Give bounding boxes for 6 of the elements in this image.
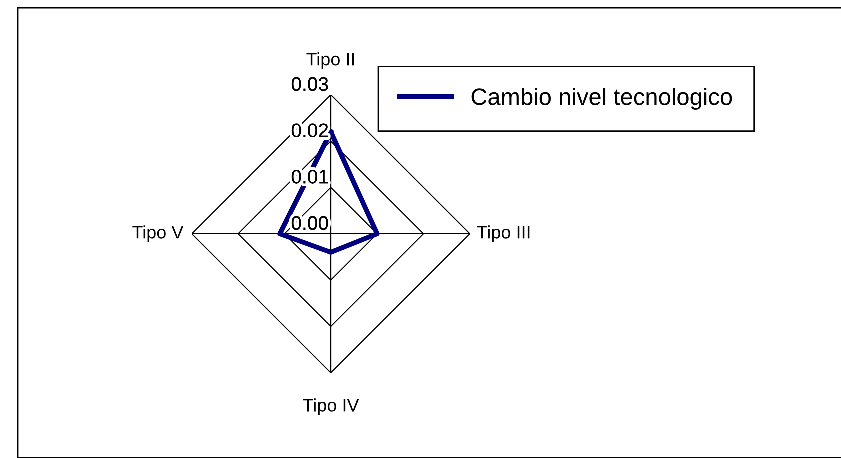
spoke-label: Tipo II [306,52,354,70]
legend-label: Cambio nivel tecnologico [472,88,732,110]
spoke-label: Tipo V [132,226,184,242]
y-tick-label: 0.03 [292,77,328,92]
spoke-label: Tipo III [477,226,530,242]
spoke-label: Tipo IV [303,398,360,416]
